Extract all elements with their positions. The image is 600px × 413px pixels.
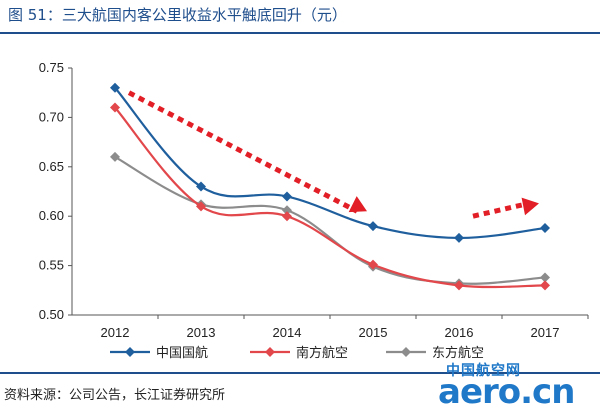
- data-point: [282, 205, 292, 216]
- data-point: [540, 223, 550, 234]
- x-tick-label: 2013: [187, 325, 216, 340]
- watermark-logo: 中国航空网 aero.cn: [438, 360, 598, 412]
- trend-arrow-head: [348, 196, 367, 213]
- legend-marker: [125, 347, 135, 357]
- chart-title: 图 51：三大航国内客公里收益水平触底回升（元）: [8, 6, 347, 24]
- data-point: [454, 280, 464, 291]
- data-point: [540, 272, 550, 283]
- trend-arrow-shaft: [127, 90, 359, 214]
- series-line: [114, 87, 546, 240]
- legend-marker: [265, 347, 275, 357]
- legend-label: 东方航空: [432, 345, 484, 361]
- data-point: [110, 151, 120, 162]
- y-tick-label: 0.60: [39, 208, 64, 223]
- y-tick-label: 0.70: [39, 109, 64, 124]
- data-point: [540, 280, 550, 291]
- legend-label: 中国国航: [156, 345, 208, 361]
- data-point: [368, 221, 378, 232]
- data-point: [282, 211, 292, 222]
- y-tick-label: 0.50: [39, 307, 64, 322]
- data-point: [454, 232, 464, 243]
- y-tick-label: 0.55: [39, 258, 64, 273]
- data-point: [196, 181, 206, 192]
- data-point: [196, 201, 206, 212]
- source-note: 资料来源：公司公告，长江证券研究所: [4, 388, 226, 403]
- data-point: [368, 259, 378, 270]
- x-tick-label: 2015: [359, 325, 388, 340]
- watermark-cn: 中国航空网: [446, 363, 521, 379]
- legend-label: 南方航空: [296, 345, 348, 361]
- series-line: [114, 106, 546, 289]
- footer-divider: [0, 372, 600, 374]
- data-point: [110, 82, 120, 93]
- x-tick-label: 2014: [273, 325, 302, 340]
- y-tick-label: 0.75: [39, 60, 64, 75]
- data-point: [282, 191, 292, 202]
- data-point: [110, 102, 120, 113]
- trend-arrow-shaft: [472, 200, 530, 219]
- x-tick-label: 2012: [101, 325, 130, 340]
- legend-marker: [401, 347, 411, 357]
- trend-arrow-head: [521, 197, 539, 216]
- series-line: [114, 155, 546, 285]
- watermark-en: aero.cn: [438, 372, 575, 412]
- x-tick-label: 2017: [531, 325, 560, 340]
- title-divider: [0, 32, 600, 34]
- y-tick-label: 0.65: [39, 159, 64, 174]
- x-tick-label: 2016: [445, 325, 474, 340]
